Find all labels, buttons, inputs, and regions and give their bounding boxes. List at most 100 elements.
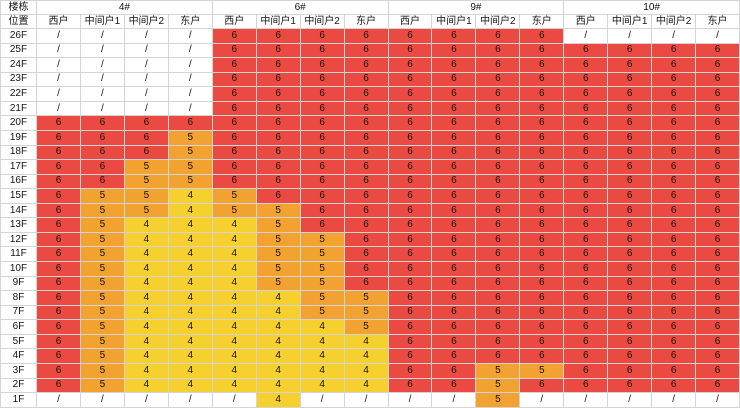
grid-cell: 4 <box>343 377 389 394</box>
grid-cell: 6 <box>36 144 81 161</box>
grid-cell: 6 <box>475 57 521 73</box>
grid-cell: 4 <box>343 362 389 379</box>
grid-cell: / <box>36 28 81 44</box>
grid-cell: 6 <box>607 304 653 321</box>
grid-cell: 6 <box>651 71 697 88</box>
grid-cell: 5 <box>255 275 301 292</box>
grid-cell: 6 <box>651 217 697 233</box>
column-header: 中间户2 <box>123 14 169 29</box>
grid-cell: 5 <box>475 377 521 394</box>
grid-cell: 6 <box>387 231 433 248</box>
grid-cell: 6 <box>387 115 433 131</box>
grid-cell: 5 <box>211 202 257 219</box>
grid-cell: 6 <box>299 202 345 219</box>
grid-cell: 6 <box>563 57 609 73</box>
grid-cell: 6 <box>519 57 565 73</box>
grid-cell: 6 <box>695 129 740 146</box>
grid-cell: 6 <box>651 290 697 306</box>
grid-cell: 6 <box>563 377 609 394</box>
column-header: 中间户1 <box>607 14 653 29</box>
grid-cell: 6 <box>695 217 740 233</box>
group-header-row: 楼栋 4# 6# 9# 10# <box>0 0 740 15</box>
grid-cell: 6 <box>387 57 433 73</box>
grid-cell: 4 <box>211 217 257 233</box>
grid-cell: 4 <box>343 333 389 350</box>
grid-cell: 6 <box>519 290 565 306</box>
column-header: 中间户2 <box>651 14 697 29</box>
grid-cell: 6 <box>36 129 81 146</box>
position-header-row: 位置 西户 中间户1 中间户2 东户 西户 中间户1 中间户2 东户 西户 中间户1 中间户2 东户西… <box>0 14 740 29</box>
grid-cell: 6 <box>343 261 389 277</box>
grid-cell: 6 <box>563 71 609 88</box>
grid-cell: / <box>211 392 257 408</box>
grid-cell: 6 <box>299 144 345 161</box>
grid-cell: 4 <box>211 377 257 394</box>
floor-label: 2F <box>0 377 37 394</box>
grid-cell: 6 <box>343 159 389 175</box>
grid-cell: 6 <box>607 115 653 131</box>
grid-cell: 6 <box>255 173 301 190</box>
grid-cell: 6 <box>343 71 389 88</box>
grid-cell: 6 <box>255 100 301 117</box>
grid-cell: 6 <box>651 261 697 277</box>
table-row: 21F / / //6 6 6 6 6 6 6 6 6 6 6 6 <box>0 100 740 117</box>
grid-cell: / <box>123 28 169 44</box>
grid-cell: / <box>343 392 389 408</box>
grid-cell: 6 <box>695 115 740 131</box>
grid-cell: 6 <box>387 129 433 146</box>
grid-cell: 6 <box>431 144 477 161</box>
grid-cell: 6 <box>123 115 169 131</box>
grid-cell: 6 <box>519 319 565 335</box>
grid-cell: 5 <box>255 202 301 219</box>
column-header: 西户 <box>563 14 609 29</box>
column-group-9: 9# <box>387 0 565 15</box>
grid-cell: 4 <box>299 319 345 335</box>
grid-cell: 6 <box>431 115 477 131</box>
grid-cell: 6 <box>431 246 477 262</box>
grid-cell: 6 <box>475 261 521 277</box>
grid-cell: 6 <box>36 362 81 379</box>
grid-cell: 6 <box>563 86 609 102</box>
grid-cell: 6 <box>519 144 565 161</box>
grid-cell: 6 <box>343 275 389 292</box>
table-row: 23F / / //6 6 6 6 6 6 6 6 6 6 6 6 <box>0 71 740 88</box>
table-row: 17F 6 6 5 5 6 6 6 6 6 6 6 6 6 6 6 6 <box>0 159 740 175</box>
grid-cell: 6 <box>299 28 345 44</box>
grid-cell: 4 <box>123 261 169 277</box>
grid-cell: 6 <box>563 348 609 364</box>
grid-cell: / <box>519 392 565 408</box>
grid-cell: 6 <box>343 217 389 233</box>
grid-cell: / <box>167 392 213 408</box>
grid-cell: / <box>167 86 213 102</box>
grid-cell: 5 <box>343 290 389 306</box>
grid-cell: 6 <box>387 261 433 277</box>
grid-cell: 5 <box>167 144 213 161</box>
grid-cell: 6 <box>475 275 521 292</box>
grid-cell: 5 <box>79 348 125 364</box>
grid-cell: 6 <box>431 86 477 102</box>
grid-cell: 6 <box>695 377 740 394</box>
grid-cell: 6 <box>607 246 653 262</box>
grid-cell: 6 <box>255 71 301 88</box>
grid-cell: 5 <box>79 333 125 350</box>
grid-cell: 4 <box>255 333 301 350</box>
grid-cell: 6 <box>607 275 653 292</box>
grid-cell: 6 <box>519 246 565 262</box>
grid-cell: 5 <box>79 261 125 277</box>
grid-cell: 6 <box>387 275 433 292</box>
grid-cell: 6 <box>519 231 565 248</box>
column-header: 西户 <box>387 14 433 29</box>
grid-cell: 6 <box>607 333 653 350</box>
grid-cell: 6 <box>563 231 609 248</box>
grid-cell: 6 <box>387 319 433 335</box>
grid-cell: 6 <box>387 304 433 321</box>
table-row: 26F / / //6 6 6 6 6 6 6 6// / / <box>0 28 740 44</box>
grid-cell: 6 <box>36 246 81 262</box>
grid-cell: 4 <box>343 348 389 364</box>
floor-label: 16F <box>0 173 37 190</box>
grid-cell: 6 <box>387 42 433 59</box>
grid-cell: 6 <box>651 275 697 292</box>
grid-cell: / <box>123 100 169 117</box>
grid-cell: 6 <box>695 86 740 102</box>
grid-cell: 5 <box>79 275 125 292</box>
